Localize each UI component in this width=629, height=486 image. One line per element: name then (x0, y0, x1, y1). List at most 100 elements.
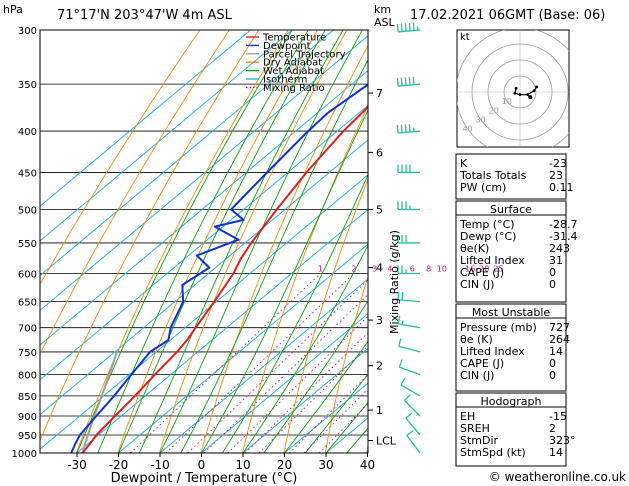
mixing-ratio-label: 3 (372, 265, 377, 274)
wind-barb (398, 338, 421, 353)
mixing-ratio-label: 20 (479, 265, 489, 274)
wind-barb-staff (405, 417, 421, 436)
wind-barb-staff (406, 435, 421, 454)
pressure-tick-label: 700 (18, 324, 37, 335)
wind-barb-flag (401, 292, 404, 301)
wet-adiabat-line (76, 30, 293, 453)
legend-label-parcel: Parcel Trajectory (263, 49, 346, 60)
wind-barb-flag (403, 394, 411, 401)
wind-barb-staff (398, 323, 421, 329)
isotherm-line (76, 208, 368, 453)
pressure-axis-label: hPa (3, 3, 23, 16)
isotherm-line (159, 278, 368, 453)
dry-adiabat-line (324, 274, 368, 453)
most-unstable-row-label: θe (K) (460, 333, 493, 346)
height-tick-label: 3 (376, 314, 383, 327)
surface-row-label: Lifted Index (460, 254, 525, 267)
hodograph-ring-label: 40 (462, 125, 472, 134)
pressure-tick-label: 800 (18, 371, 37, 382)
mixing-ratio-label: 25 (493, 265, 503, 274)
wind-barb-flag (398, 338, 402, 347)
surface-row-value: -28.7 (549, 218, 577, 231)
dry-adiabat-line (574, 30, 629, 453)
mixing-ratio-labels: 1 2 3 4 6 8 10 16 20 25 (318, 265, 504, 274)
wet-adiabat-line (242, 244, 368, 453)
wind-barb (403, 394, 421, 417)
wind-barb (397, 315, 421, 329)
pressure-tick-label: 650 (18, 298, 37, 309)
wet-adiabat-line (221, 173, 368, 453)
station-location: 71°17'N 203°47'W 4m ASL (57, 8, 233, 23)
mixing-ratio-axis-title: Mixing Ratio (g/kg) (388, 230, 401, 334)
surface-row-value: 0 (549, 278, 556, 291)
isotherm-line (40, 30, 251, 207)
wet-adiabat-line (201, 109, 368, 453)
isotherm-line (40, 104, 368, 381)
dry-adiabat-line (200, 44, 368, 453)
hodograph-row-label: EH (460, 410, 475, 423)
wind-barb-staff (398, 83, 421, 87)
surface-title: Surface (490, 203, 532, 216)
dry-adiabat-line (117, 30, 318, 453)
mixing-ratio-label: 1 (318, 265, 323, 274)
surface-row-value: -31.4 (549, 230, 577, 243)
hodograph-table-box (455, 392, 567, 467)
mixing-ratio-label: 16 (465, 265, 475, 274)
hodograph-point (535, 85, 539, 89)
hodograph-table-title: Hodograph (481, 395, 542, 408)
height-tick-label: 2 (376, 360, 383, 373)
wind-barb-staff (403, 399, 421, 417)
wind-barb (405, 412, 421, 436)
hodograph-point (518, 93, 522, 96)
dry-adiabat-line (241, 105, 368, 453)
temperature-tick-label: -10 (150, 458, 170, 472)
dry-adiabat-line (614, 30, 629, 453)
wind-barb-staff (400, 384, 421, 397)
wet-adiabat-line (304, 373, 368, 453)
mixing-ratio-line (187, 279, 368, 453)
mixing-ratio-line (203, 294, 368, 453)
wind-barb (400, 377, 421, 397)
temperature-tick-label: 20 (277, 458, 292, 472)
wet-adiabat-line (118, 30, 326, 453)
hodograph-frame (456, 29, 570, 148)
wind-barb-flag (404, 23, 407, 32)
temperature-tick-label: -20 (109, 458, 129, 472)
wind-barb-flag (400, 77, 403, 86)
wind-barb (396, 22, 421, 33)
wet-adiabat-line (263, 299, 368, 453)
temperature-tick-label: 10 (235, 458, 250, 472)
wind-barb (397, 291, 421, 303)
most-unstable-row-value: 0 (549, 357, 556, 370)
index-row-value: 23 (549, 169, 563, 182)
mixing-ratio-line (165, 273, 355, 453)
plot-frame (39, 29, 369, 454)
most-unstable-row-value: 14 (549, 345, 563, 358)
most-unstable-row-value: 727 (549, 321, 570, 334)
wind-barb-flag (396, 124, 399, 134)
indices-box (455, 153, 567, 200)
wind-barb-flag (400, 124, 403, 133)
hodograph-row-label: StmDir (460, 434, 499, 447)
hodograph-point (514, 86, 518, 90)
height-tick-label: 5 (376, 203, 383, 216)
hodograph-row-label: SREH (460, 422, 490, 435)
dry-adiabat-line (40, 30, 201, 286)
pressure-tick-label: 1000 (12, 449, 37, 460)
wind-barb-flag (397, 315, 401, 324)
pressure-tick-label: 950 (18, 431, 37, 442)
isotherm-line (40, 174, 368, 450)
wet-adiabat-line (284, 340, 368, 453)
parcel-trajectory-line (81, 351, 118, 453)
index-tables: Surface Most Unstable Hodograph (455, 153, 567, 467)
height-tick-label: LCL (376, 434, 397, 447)
isotherm-line (40, 139, 368, 416)
footer-credit: © weatheronline.co.uk (489, 470, 626, 484)
most-unstable-row-label: Pressure (mb) (460, 321, 537, 334)
wind-barb-flag (398, 359, 403, 368)
height-tick-label: 1 (376, 404, 383, 417)
surface-row-label: Dewp (°C) (460, 230, 516, 243)
height-tick-label: 7 (376, 87, 383, 100)
x-axis-title: Dewpoint / Temperature (°C) (111, 471, 298, 486)
mixing-ratio-label: 6 (410, 265, 415, 274)
